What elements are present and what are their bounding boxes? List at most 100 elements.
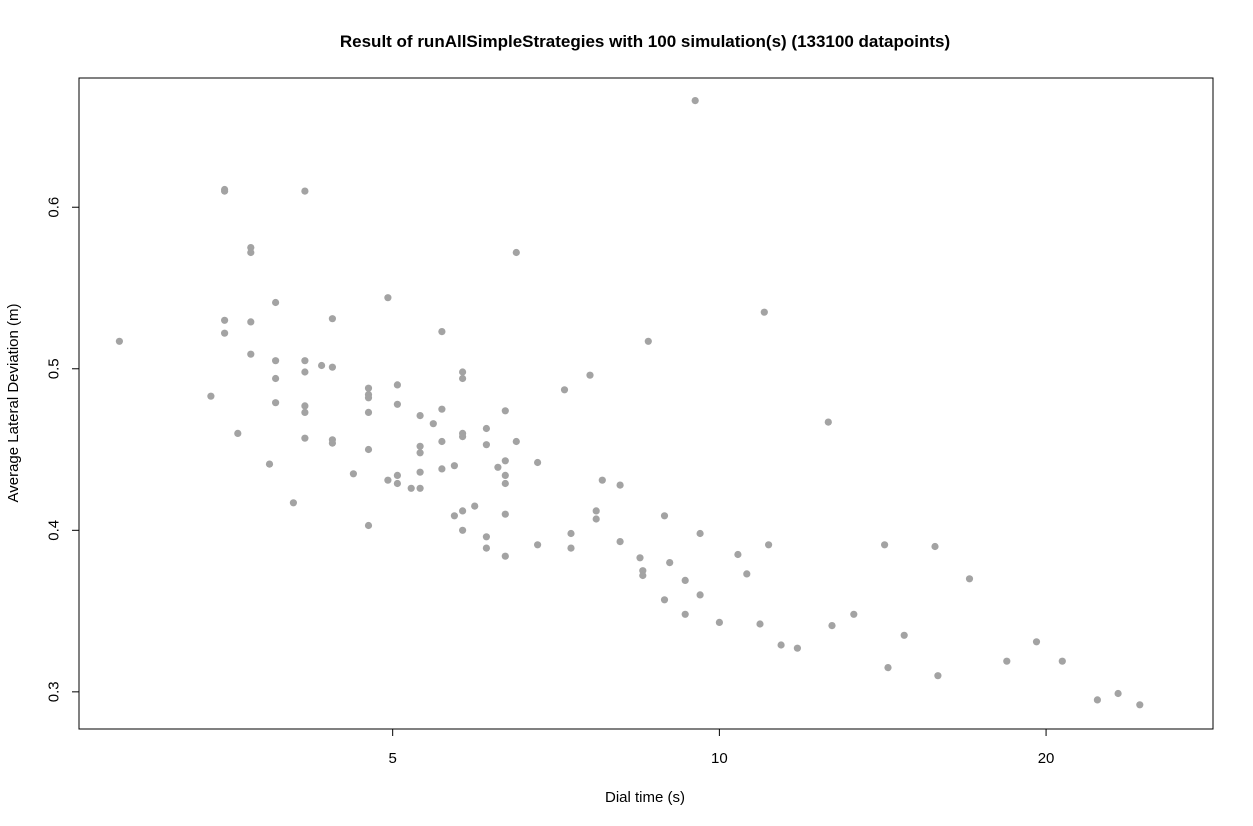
data-point xyxy=(393,471,401,479)
data-point xyxy=(501,471,509,479)
data-point xyxy=(616,481,624,489)
data-point xyxy=(393,400,401,408)
data-point xyxy=(715,618,724,627)
plot-frame xyxy=(78,77,1214,730)
data-point xyxy=(438,465,446,473)
data-point xyxy=(247,350,255,358)
data-point xyxy=(471,502,479,510)
data-point xyxy=(666,559,674,567)
data-point xyxy=(884,664,892,672)
data-point xyxy=(793,644,802,652)
y-tick-label: 0.3 xyxy=(46,681,63,702)
data-point xyxy=(691,97,699,105)
data-point xyxy=(221,316,229,324)
data-point xyxy=(459,507,467,515)
data-point xyxy=(272,298,280,307)
data-point xyxy=(760,308,768,316)
data-point xyxy=(850,610,858,618)
data-point xyxy=(734,550,742,559)
data-point xyxy=(272,374,280,383)
data-point xyxy=(512,248,520,257)
data-point xyxy=(681,576,689,585)
data-point xyxy=(416,449,424,457)
data-point xyxy=(501,479,509,488)
data-point xyxy=(765,541,773,549)
data-point xyxy=(501,510,509,518)
data-point xyxy=(660,596,669,604)
data-point xyxy=(459,433,467,441)
data-point xyxy=(660,512,669,520)
data-point xyxy=(459,374,467,383)
data-point xyxy=(265,460,274,468)
data-point xyxy=(328,363,336,371)
data-point xyxy=(482,533,490,541)
data-point xyxy=(586,371,594,379)
data-point xyxy=(644,337,652,345)
x-tick-label: 5 xyxy=(389,750,397,767)
data-point xyxy=(1032,638,1041,646)
data-point xyxy=(416,484,424,492)
data-point xyxy=(393,479,401,488)
data-point xyxy=(301,368,309,376)
data-point xyxy=(289,499,297,507)
data-point xyxy=(234,429,242,437)
data-point xyxy=(534,541,542,549)
data-point xyxy=(450,512,458,520)
data-point xyxy=(501,457,509,465)
data-point xyxy=(592,507,600,515)
data-point xyxy=(501,552,509,560)
data-point xyxy=(639,571,647,580)
y-axis: 0.3 0.4 0.5 0.6 xyxy=(45,197,79,702)
data-point xyxy=(247,248,255,257)
data-point xyxy=(567,529,575,538)
data-point xyxy=(459,526,467,534)
data-point xyxy=(743,570,751,578)
data-point xyxy=(207,392,215,400)
data-point xyxy=(965,575,974,583)
y-tick-label: 0.5 xyxy=(45,358,62,379)
data-point xyxy=(272,357,280,365)
data-point xyxy=(494,463,502,471)
data-point xyxy=(349,470,357,478)
data-point xyxy=(696,529,704,538)
data-point xyxy=(328,439,336,447)
chart-title: Result of runAllSimpleStrategies with 10… xyxy=(340,32,950,51)
data-point xyxy=(567,544,575,552)
data-point xyxy=(931,542,939,551)
data-point xyxy=(1114,689,1122,698)
data-point xyxy=(318,361,326,370)
x-tick-label: 20 xyxy=(1038,750,1055,767)
data-point xyxy=(301,357,309,365)
y-axis-label: Average Lateral Deviation (m) xyxy=(5,304,22,503)
data-point xyxy=(301,408,309,416)
data-point xyxy=(534,458,542,467)
data-point xyxy=(1093,696,1101,704)
y-tick-label: 0.6 xyxy=(46,197,63,218)
data-point xyxy=(636,554,644,562)
data-point xyxy=(438,328,446,336)
data-point xyxy=(1058,657,1066,665)
data-point xyxy=(301,402,309,410)
data-point xyxy=(221,329,229,337)
data-point xyxy=(384,476,392,484)
data-point xyxy=(560,386,569,394)
data-point xyxy=(429,420,437,428)
data-point xyxy=(900,631,908,639)
data-point xyxy=(416,468,424,476)
data-point xyxy=(364,408,373,416)
data-point xyxy=(501,407,509,415)
data-point xyxy=(301,434,309,442)
data-point xyxy=(115,337,123,345)
y-tick-label: 0.4 xyxy=(46,520,63,541)
data-point xyxy=(592,515,600,523)
data-point xyxy=(328,315,336,323)
data-point xyxy=(407,484,415,492)
data-point xyxy=(824,418,832,426)
data-point xyxy=(364,521,373,530)
data-point xyxy=(756,620,764,628)
data-point xyxy=(777,641,785,649)
data-point xyxy=(459,368,467,376)
data-point xyxy=(364,445,373,454)
data-point xyxy=(681,610,689,618)
